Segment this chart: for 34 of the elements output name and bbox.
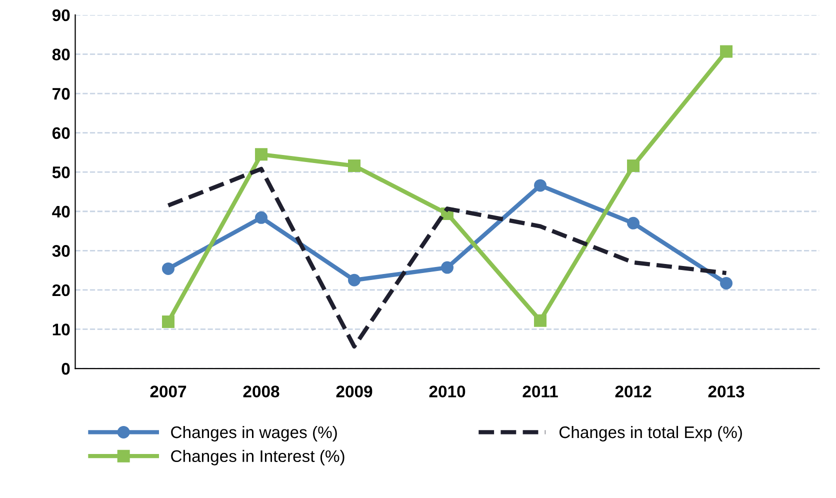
point [627, 216, 640, 230]
y-tick-label: 80 [52, 48, 70, 60]
legend-label: Changes in wages (%) [171, 426, 337, 442]
point [162, 262, 174, 275]
x-tick-label: 2011 [522, 386, 558, 398]
x-tick-label: 2009 [336, 386, 372, 398]
x-tick-label: 2013 [708, 386, 744, 398]
point [720, 277, 733, 290]
y-tick-label: 60 [52, 127, 70, 140]
y-tick-label: 10 [52, 324, 70, 336]
y-tick-label: 40 [52, 206, 70, 218]
x-tick-label: 2007 [150, 386, 186, 398]
point [348, 274, 361, 286]
legend-label: Changes in Interest (%) [171, 450, 344, 466]
point [720, 45, 733, 58]
point [255, 211, 268, 224]
y-tick-label: 0 [62, 362, 70, 375]
y-tick-label: 20 [52, 284, 70, 296]
y-tick-label: 70 [52, 88, 70, 100]
y-tick-label: 50 [52, 166, 70, 178]
point [348, 160, 361, 172]
point [627, 160, 640, 172]
y-tick-label: 90 [52, 9, 70, 22]
x-tick-label: 2008 [243, 386, 280, 398]
point [441, 261, 454, 274]
y-tick-label: 30 [52, 245, 70, 257]
point [162, 316, 174, 328]
point [534, 179, 547, 192]
line-series [166, 166, 728, 349]
x-tick-label: 2012 [615, 386, 652, 398]
point [534, 314, 547, 327]
x-tick-label: 2010 [429, 386, 466, 398]
point [255, 148, 268, 161]
legend-label: Changes in total Exp (%) [559, 426, 742, 442]
